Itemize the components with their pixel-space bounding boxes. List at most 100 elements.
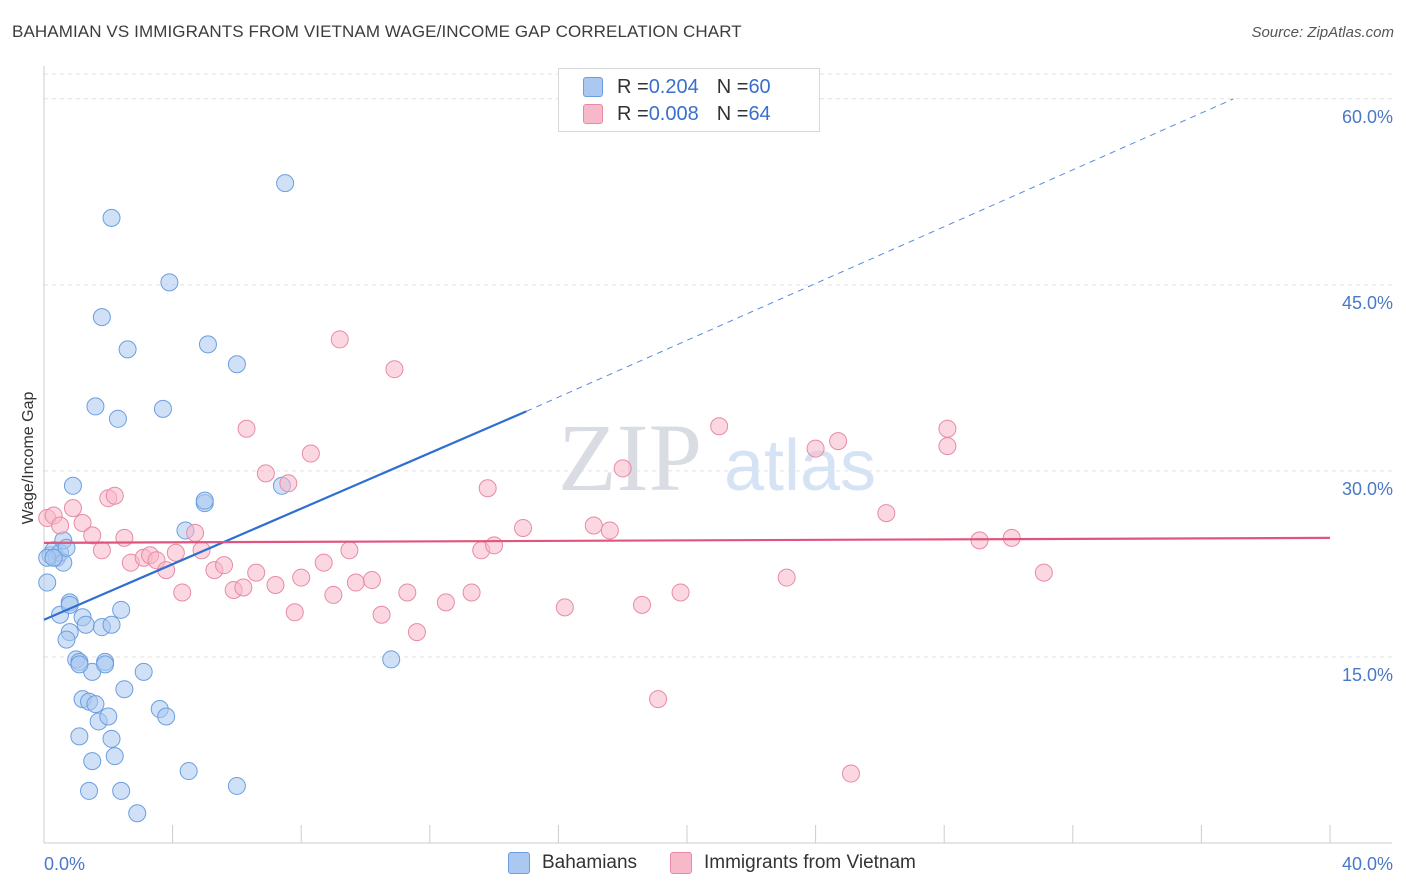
data-point <box>777 568 796 587</box>
data-point <box>372 605 391 624</box>
data-point <box>73 513 92 532</box>
data-point <box>153 399 172 418</box>
legend-swatch-vietnam <box>583 104 603 124</box>
data-point <box>600 521 619 540</box>
data-point <box>80 781 99 800</box>
bottom-legend-bahamians: Bahamians <box>508 852 637 874</box>
data-point <box>970 531 989 550</box>
data-point <box>710 417 729 436</box>
data-point <box>44 548 63 567</box>
watermark-atlas: atlas <box>724 426 876 506</box>
x-tick-label: 40.0% <box>1342 854 1393 874</box>
data-point <box>247 563 266 582</box>
data-point <box>86 695 105 714</box>
data-point <box>841 764 860 783</box>
data-point <box>227 776 246 795</box>
data-point <box>118 340 137 359</box>
data-point <box>38 573 57 592</box>
data-point <box>292 568 311 587</box>
data-point <box>134 662 153 681</box>
data-point <box>105 486 124 505</box>
data-point <box>57 630 76 649</box>
legend-n-value: 64 <box>748 102 771 125</box>
data-point <box>102 208 121 227</box>
data-point <box>186 523 205 542</box>
data-point <box>649 690 668 709</box>
data-point <box>92 541 111 560</box>
bottom-legend-vietnam: Immigrants from Vietnam <box>670 852 916 874</box>
data-point <box>382 650 401 669</box>
data-point <box>938 437 957 456</box>
data-point <box>285 603 304 622</box>
data-point <box>514 518 533 537</box>
data-point <box>76 615 95 634</box>
data-point <box>63 499 82 518</box>
data-point <box>70 655 89 674</box>
trend-line-bahamians <box>43 410 527 621</box>
data-point <box>99 707 118 726</box>
legend-r-value: 0.204 <box>648 75 699 98</box>
data-point <box>173 583 192 602</box>
data-point <box>234 578 253 597</box>
data-point <box>195 491 214 510</box>
data-point <box>436 593 455 612</box>
legend-row-vietnam: R = 0.008 N = 64 <box>583 101 771 127</box>
data-point <box>555 598 574 617</box>
data-point <box>115 680 134 699</box>
data-point <box>266 576 285 595</box>
trend-lines <box>43 98 1331 621</box>
data-point <box>112 781 131 800</box>
bottom-legend-label: Immigrants from Vietnam <box>704 852 916 873</box>
data-point <box>613 459 632 478</box>
data-point <box>51 516 70 535</box>
data-point <box>128 804 147 823</box>
data-point <box>829 432 848 451</box>
data-point <box>276 174 295 193</box>
trend-line-bahamians-extension <box>526 98 1234 412</box>
data-point <box>324 585 343 604</box>
data-point <box>301 444 320 463</box>
legend-n-label: N = <box>716 102 749 125</box>
data-point <box>102 729 121 748</box>
data-point <box>86 397 105 416</box>
y-axis-title: Wage/Income Gap <box>20 392 37 525</box>
data-point <box>632 595 651 614</box>
data-point <box>115 528 134 547</box>
legend-r-value: 0.008 <box>648 102 699 125</box>
tick-labels: 15.0% 30.0% 45.0% 60.0% 0.0% 40.0% <box>44 107 1393 874</box>
data-point <box>485 536 504 555</box>
data-point <box>1034 563 1053 582</box>
y-tick-label: 15.0% <box>1342 665 1393 685</box>
data-point <box>462 583 481 602</box>
data-point <box>671 583 690 602</box>
data-point <box>215 556 234 575</box>
legend-r-label: R = <box>617 102 649 125</box>
data-point <box>198 335 217 354</box>
grid-lines <box>44 73 1392 658</box>
data-point <box>314 553 333 572</box>
data-point <box>1002 528 1021 547</box>
watermark: ZIP atlas <box>558 404 876 511</box>
data-point <box>63 476 82 495</box>
data-point <box>160 273 179 292</box>
data-point <box>584 516 603 535</box>
y-tick-label: 45.0% <box>1342 293 1393 313</box>
legend-r-label: R = <box>617 75 649 98</box>
data-point <box>279 474 298 493</box>
data-point <box>237 419 256 438</box>
data-point <box>105 747 124 766</box>
bottom-legend-swatch-vietnam <box>670 852 692 874</box>
bottom-legend-label: Bahamians <box>542 852 638 873</box>
axes <box>43 66 1392 844</box>
series-bahamians <box>38 174 401 823</box>
x-tick-label: 0.0% <box>44 854 85 874</box>
data-point <box>330 330 349 349</box>
y-tick-label: 30.0% <box>1342 479 1393 499</box>
legend-n-value: 60 <box>748 75 771 98</box>
legend: R = 0.204 N = 60 R = 0.008 N = 64 <box>558 68 820 132</box>
data-point <box>478 479 497 498</box>
data-point <box>92 308 111 327</box>
data-point <box>83 526 102 545</box>
data-point <box>112 600 131 619</box>
